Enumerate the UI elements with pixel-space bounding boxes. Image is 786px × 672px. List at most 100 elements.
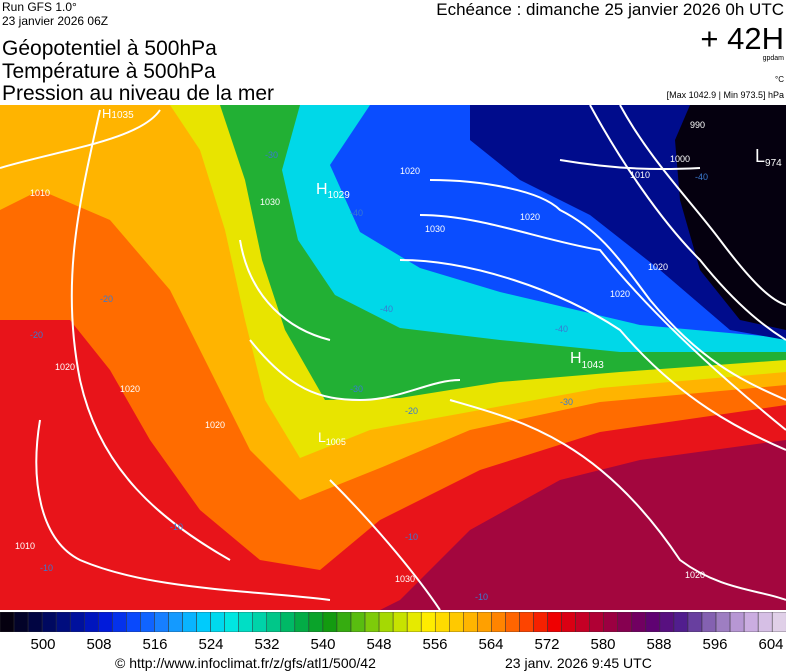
region-black bbox=[675, 105, 786, 330]
unit-temp: °C bbox=[775, 75, 784, 84]
title-pressure: Pression au niveau de la mer bbox=[2, 82, 274, 105]
temperature-label: -30 bbox=[350, 384, 363, 394]
lead-time: + 42H bbox=[700, 21, 784, 56]
temperature-label: -30 bbox=[560, 397, 573, 407]
unit-geopot: gpdam bbox=[762, 55, 784, 62]
colorbar-cell bbox=[743, 612, 759, 632]
colorbar-cell bbox=[98, 612, 113, 632]
isobar-label: 990 bbox=[690, 120, 705, 130]
colorbar-cell bbox=[519, 612, 534, 632]
colorbar-cell bbox=[729, 612, 745, 632]
temperature-label: -40 bbox=[555, 324, 568, 334]
isobar-label: 1020 bbox=[205, 420, 225, 430]
isobar-label: 1020 bbox=[610, 289, 630, 299]
colorbar-cell bbox=[589, 612, 604, 632]
colorbar-cell bbox=[41, 612, 57, 632]
colorbar-cell bbox=[196, 612, 211, 632]
colorbar-cell bbox=[547, 612, 562, 632]
colorbar-cell bbox=[322, 612, 338, 632]
colorbar-cell bbox=[771, 612, 786, 632]
colorbar-cell bbox=[575, 612, 590, 632]
colorbar-tick-label: 532 bbox=[254, 636, 280, 653]
colorbar-cell bbox=[659, 612, 675, 632]
colorbar-cell bbox=[294, 612, 310, 632]
colorbar-cell bbox=[378, 612, 394, 632]
colorbar-tick-label: 556 bbox=[422, 636, 448, 653]
colorbar-tick-label: 524 bbox=[198, 636, 224, 653]
colorbar-cell bbox=[757, 612, 773, 632]
colorbar-cell bbox=[645, 612, 661, 632]
temperature-label: -10 bbox=[40, 563, 53, 573]
colorbar-cell bbox=[280, 612, 296, 632]
forecast-map: H1035 H1029 H1043 L974 L1005 1010 1020 103… bbox=[0, 105, 786, 610]
colorbar-cell bbox=[477, 612, 492, 632]
colorbar-cell bbox=[463, 612, 478, 632]
temperature-label: -30 bbox=[265, 150, 278, 160]
colorbar-cell bbox=[434, 612, 450, 632]
isobars bbox=[0, 105, 786, 610]
colorbar-cell bbox=[603, 612, 619, 632]
colorbar-cell bbox=[140, 612, 155, 632]
colorbar-cell bbox=[350, 612, 366, 632]
temperature-labels: -30 -40 -40 -40 -30 -20 -20 -20 -10 -10 -10 -10 -40 -… bbox=[30, 150, 708, 602]
colorbar-cell bbox=[210, 612, 225, 632]
colorbar-cell bbox=[364, 612, 380, 632]
colorbar-tick-label: 580 bbox=[590, 636, 616, 653]
colorbar-cell bbox=[238, 612, 253, 632]
colorbar-cell bbox=[617, 612, 633, 632]
colorbar-cell bbox=[687, 612, 703, 632]
colorbar-tick-label: 604 bbox=[758, 636, 784, 653]
colorbar-cell bbox=[420, 612, 436, 632]
colorbar-tick-label: 508 bbox=[86, 636, 112, 653]
pressure-center-h1029: H1029 bbox=[316, 181, 350, 201]
colorbar-cell bbox=[673, 612, 689, 632]
colorbar-tick-label: 564 bbox=[478, 636, 504, 653]
run-date: 23 janvier 2026 06Z bbox=[2, 14, 109, 28]
colorbar-cell bbox=[266, 612, 282, 632]
colorbar-cell bbox=[505, 612, 520, 632]
colorbar-tick-label: 596 bbox=[702, 636, 728, 653]
pressure-center-h1035: H1035 bbox=[102, 106, 134, 121]
pressure-center-h1043: H1043 bbox=[570, 350, 604, 371]
isobar-label: 1030 bbox=[260, 197, 280, 207]
temperature-label: -40 bbox=[695, 172, 708, 182]
colorbar-cell bbox=[336, 612, 352, 632]
colorbar-cell bbox=[69, 612, 85, 632]
temperature-label: -40 bbox=[350, 208, 363, 218]
colorbar-cell bbox=[224, 612, 239, 632]
isobar-label: 1010 bbox=[30, 188, 50, 198]
run-label: Run GFS 1.0° bbox=[2, 0, 77, 14]
isobar-label: 1020 bbox=[685, 570, 705, 580]
colorbar-cell bbox=[406, 612, 422, 632]
colorbar-cell bbox=[701, 612, 717, 632]
colorbar-cell bbox=[13, 612, 29, 632]
pressure-center-l1005: L1005 bbox=[318, 429, 346, 447]
temperature-label: -10 bbox=[475, 592, 488, 602]
isobar-label: 1020 bbox=[120, 384, 140, 394]
isobar-label: 1030 bbox=[395, 574, 415, 584]
source-url[interactable]: © http://www.infoclimat.fr/z/gfs/atl1/50… bbox=[115, 655, 376, 671]
colorbar-tick-label: 500 bbox=[30, 636, 56, 653]
pressure-center-l974: L974 bbox=[755, 146, 782, 169]
colorbar-cell bbox=[83, 612, 99, 632]
colorbar-cell bbox=[182, 612, 197, 632]
isobar-labels: 1010 1020 1030 1020 1010 990 1000 1020 1030 1020 1… bbox=[15, 120, 705, 584]
colorbar-cell bbox=[491, 612, 506, 632]
colorbar-cell bbox=[631, 612, 647, 632]
colorbar-cell bbox=[55, 612, 71, 632]
title-temperature: Température à 500hPa bbox=[2, 60, 216, 83]
temperature-label: -20 bbox=[30, 330, 43, 340]
isobar-label: 1020 bbox=[55, 362, 75, 372]
temperature-label: -20 bbox=[100, 294, 113, 304]
colorbar-cell bbox=[168, 612, 183, 632]
colorbar-tick-label: 588 bbox=[646, 636, 672, 653]
temperature-label: -40 bbox=[380, 304, 393, 314]
colorbar-cell bbox=[126, 612, 141, 632]
valid-time: Echéance : dimanche 25 janvier 2026 0h U… bbox=[436, 0, 784, 19]
isobar-label: 1010 bbox=[630, 170, 650, 180]
colorbar-cell bbox=[0, 612, 15, 632]
colorbar-cell bbox=[449, 612, 464, 632]
generated-time: 23 janv. 2026 9:45 UTC bbox=[505, 655, 652, 671]
colorbar-tick-label: 548 bbox=[366, 636, 392, 653]
